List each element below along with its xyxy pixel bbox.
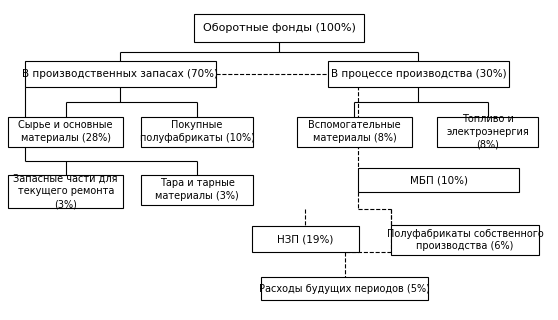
Text: В производственных запасах (70%): В производственных запасах (70%) [22, 69, 218, 79]
Text: Вспомогательные
материалы (8%): Вспомогательные материалы (8%) [308, 120, 401, 143]
FancyBboxPatch shape [252, 227, 359, 252]
FancyBboxPatch shape [261, 277, 428, 300]
Text: Тара и тарные
материалы (3%): Тара и тарные материалы (3%) [155, 178, 239, 201]
FancyBboxPatch shape [297, 117, 412, 147]
Text: Оборотные фонды (100%): Оборотные фонды (100%) [203, 23, 355, 33]
FancyBboxPatch shape [8, 175, 123, 208]
Text: В процессе производства (30%): В процессе производства (30%) [331, 69, 506, 79]
Text: Расходы будущих периодов (5%): Расходы будущих периодов (5%) [259, 284, 430, 293]
FancyBboxPatch shape [25, 61, 216, 87]
FancyBboxPatch shape [391, 225, 538, 255]
FancyBboxPatch shape [437, 117, 538, 147]
FancyBboxPatch shape [194, 14, 364, 42]
FancyBboxPatch shape [358, 168, 519, 192]
Text: Полуфабрикаты собственного
производства (6%): Полуфабрикаты собственного производства … [387, 228, 543, 252]
Text: Топливо и
электроэнергия
(8%): Топливо и электроэнергия (8%) [446, 114, 530, 149]
Text: Сырье и основные
материалы (28%): Сырье и основные материалы (28%) [18, 120, 113, 143]
FancyBboxPatch shape [8, 117, 123, 147]
Text: Покупные
полуфабрикаты (10%): Покупные полуфабрикаты (10%) [140, 120, 254, 143]
Text: Запасные части для
текущего ремонта
(3%): Запасные части для текущего ремонта (3%) [13, 173, 118, 209]
FancyBboxPatch shape [328, 61, 509, 87]
Text: МБП (10%): МБП (10%) [410, 175, 468, 185]
Text: НЗП (19%): НЗП (19%) [277, 234, 334, 244]
FancyBboxPatch shape [141, 117, 253, 147]
FancyBboxPatch shape [141, 175, 253, 205]
